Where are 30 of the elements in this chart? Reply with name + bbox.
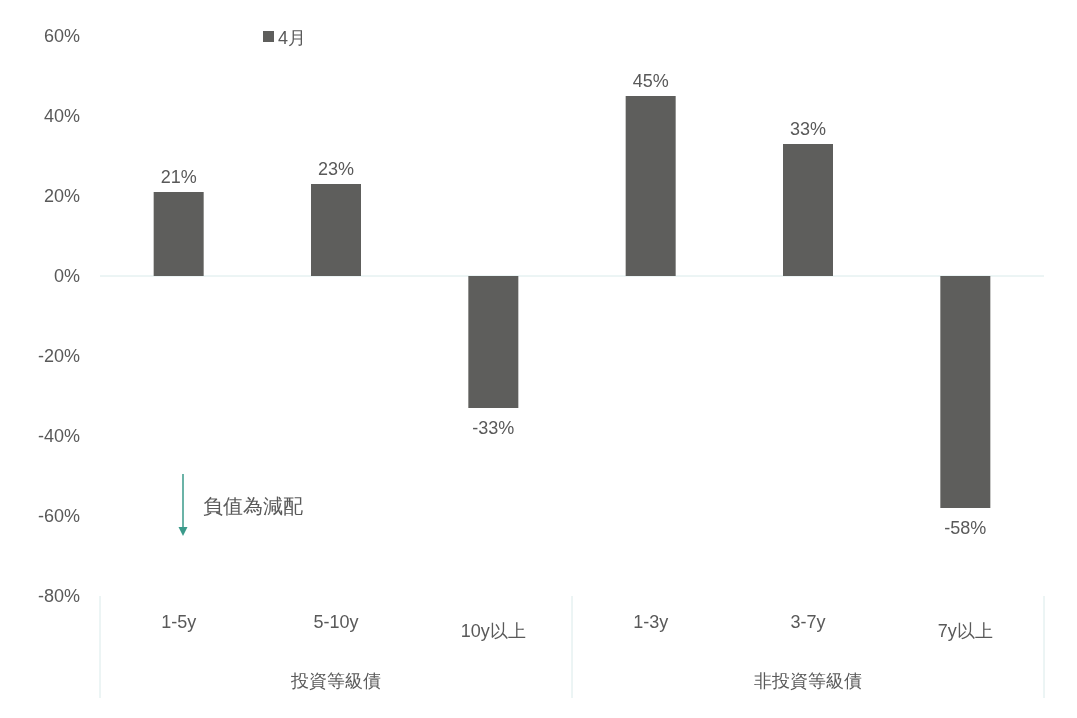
y-tick-label: 60% <box>43 26 80 46</box>
x-tick-label: 1-5y <box>161 612 197 632</box>
text: 投資等級債 <box>290 671 381 691</box>
y-tick-label: 20% <box>43 186 80 206</box>
x-tick-label: 1-3y <box>633 612 669 632</box>
y-tick-label: 0% <box>53 266 80 286</box>
bar <box>311 184 361 276</box>
bar <box>153 192 204 276</box>
bar <box>468 276 519 408</box>
bar <box>940 276 991 508</box>
data-label: 45% <box>632 71 669 91</box>
data-label: 23% <box>317 159 355 179</box>
bar <box>783 144 833 276</box>
text: 非投資等級債 <box>754 671 862 691</box>
y-tick-label: 40% <box>43 106 80 126</box>
y-tick-label: -60% <box>37 506 80 526</box>
x-tick-label: 10y以上 <box>460 621 526 641</box>
data-label: 21% <box>160 167 197 187</box>
bar <box>625 96 676 276</box>
data-label: -33% <box>472 418 515 438</box>
y-tick-label: -40% <box>37 426 80 446</box>
x-tick-label: 3-7y <box>790 612 826 632</box>
data-label: 33% <box>789 119 827 139</box>
y-tick-label: -20% <box>37 346 80 366</box>
annotation: 負值為減配 <box>203 495 303 517</box>
data-label: -58% <box>944 518 987 538</box>
x-tick-label: 7y以上 <box>937 621 993 641</box>
y-tick-label: -80% <box>37 586 80 606</box>
x-tick-label: 5-10y <box>313 612 359 632</box>
legend-label: 4月 <box>278 28 307 48</box>
